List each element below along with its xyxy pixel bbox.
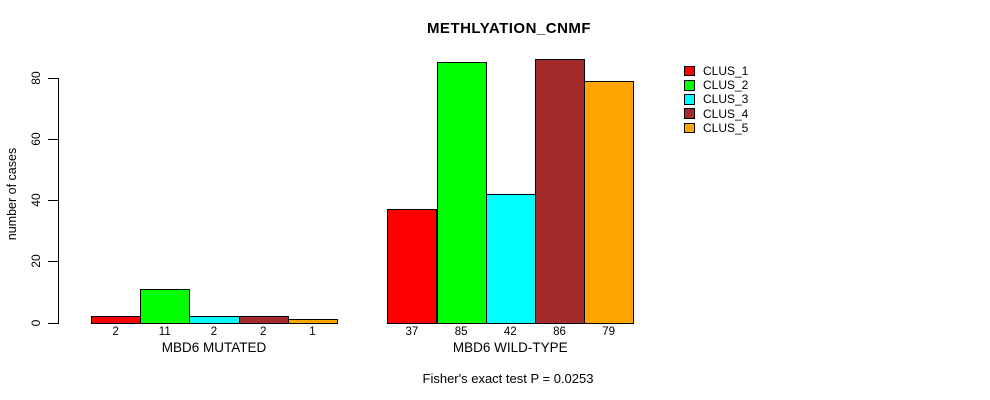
bar-clus_5 bbox=[584, 80, 635, 324]
bar-clus_3 bbox=[189, 316, 240, 324]
y-tick-label: 20 bbox=[29, 254, 43, 268]
bar-value-label: 37 bbox=[405, 326, 419, 338]
y-tick-label: 40 bbox=[29, 193, 43, 207]
legend-row: CLUS_3 bbox=[684, 92, 748, 106]
group-label: MBD6 MUTATED bbox=[161, 340, 267, 355]
bar-clus_1 bbox=[387, 209, 438, 324]
bar-value-label: 85 bbox=[454, 326, 468, 338]
legend-label: CLUS_1 bbox=[703, 64, 749, 79]
legend-label: CLUS_4 bbox=[703, 106, 749, 121]
legend-label: CLUS_5 bbox=[703, 120, 749, 135]
legend-swatch bbox=[684, 122, 695, 134]
legend-swatch bbox=[684, 65, 695, 77]
y-tick-label: 60 bbox=[29, 132, 43, 146]
group-label: MBD6 WILD-TYPE bbox=[452, 340, 568, 355]
bar-clus_3 bbox=[485, 193, 536, 324]
fisher-test-caption: Fisher's exact test P = 0.0253 bbox=[422, 371, 594, 386]
y-tick-mark bbox=[48, 138, 58, 140]
bar-value-label: 11 bbox=[158, 326, 171, 338]
y-tick-mark bbox=[48, 77, 58, 79]
legend-label: CLUS_3 bbox=[703, 92, 749, 107]
bar-value-label: 86 bbox=[553, 326, 566, 338]
legend: CLUS_1 CLUS_2 CLUS_3 CLUS_4 CLUS_5 bbox=[684, 64, 748, 135]
legend-swatch bbox=[684, 108, 695, 119]
legend-row: CLUS_5 bbox=[684, 121, 748, 135]
bar-clus_1 bbox=[91, 316, 142, 324]
y-axis-line bbox=[58, 77, 59, 324]
y-tick-label: 80 bbox=[29, 70, 43, 85]
bar-clus_4 bbox=[238, 316, 289, 324]
y-tick-mark bbox=[48, 322, 58, 324]
legend-row: CLUS_2 bbox=[684, 78, 748, 92]
bar-value-label: 1 bbox=[309, 326, 316, 338]
legend-swatch bbox=[684, 94, 695, 105]
bar-value-label: 2 bbox=[259, 326, 267, 338]
y-tick-mark bbox=[48, 261, 58, 263]
bar-clus_2 bbox=[140, 288, 191, 324]
bar-value-label: 79 bbox=[602, 326, 616, 338]
legend-swatch bbox=[684, 80, 695, 91]
chart-title: METHLYATION_CNMF bbox=[426, 20, 592, 37]
legend-row: CLUS_1 bbox=[684, 64, 748, 78]
legend-row: CLUS_4 bbox=[684, 107, 748, 121]
bar-value-label: 42 bbox=[503, 326, 517, 338]
bar-value-label: 2 bbox=[112, 326, 119, 338]
bar-value-label: 2 bbox=[210, 326, 218, 338]
bar-clus_5 bbox=[287, 319, 338, 324]
y-axis-label: number of cases bbox=[5, 147, 19, 241]
legend-label: CLUS_2 bbox=[703, 78, 749, 93]
y-tick-mark bbox=[48, 200, 58, 201]
y-tick-label: 0 bbox=[29, 319, 43, 326]
bar-clus_2 bbox=[436, 62, 487, 324]
bar-clus_4 bbox=[534, 59, 586, 324]
